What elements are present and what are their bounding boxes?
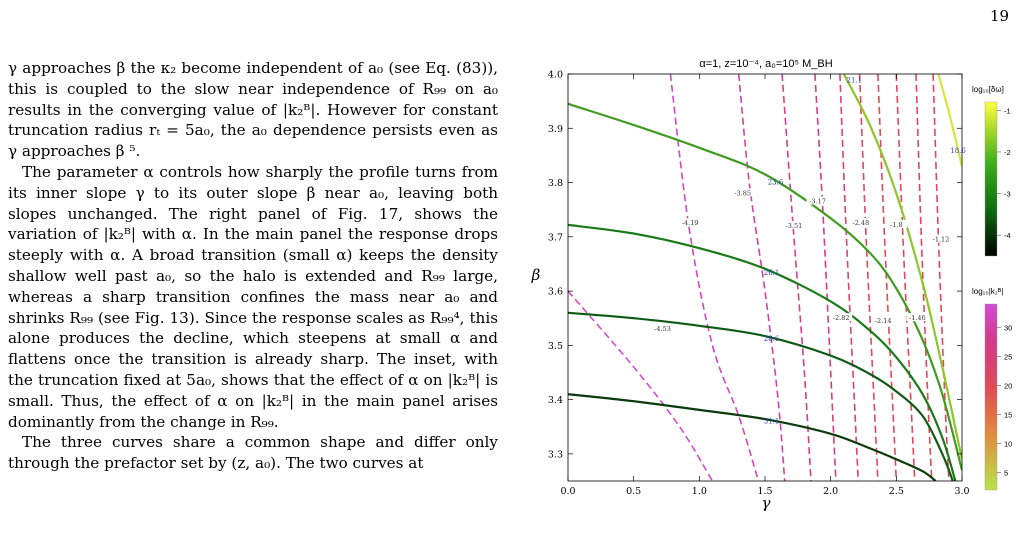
colorbar-tick-label: 25 (1004, 352, 1012, 361)
dashed-contour-label: -1.8 (890, 221, 903, 229)
solid-contour-line (568, 311, 954, 481)
dashed-contour-label: -1.46 (909, 314, 926, 322)
x-tick-label: 1.0 (692, 486, 707, 497)
y-tick-label: 3.4 (548, 395, 563, 406)
contour-label-bg (679, 218, 702, 227)
y-tick-label: 3.3 (548, 449, 563, 460)
paragraph-1: γ approaches β the κ₂ become independent… (8, 59, 498, 161)
y-axis-label: β (531, 266, 541, 284)
x-tick-label: 1.5 (757, 486, 772, 497)
dashed-contour-label: -1.12 (933, 236, 950, 244)
body-text-column: γ approaches β the κ₂ become independent… (8, 58, 498, 474)
colorbar-tick-label: 10 (1004, 440, 1012, 449)
dashed-contour-label: -2.82 (833, 314, 850, 322)
solid-contour-label: 28.6 (764, 335, 780, 343)
dashed-contour-line (932, 74, 950, 481)
dashed-contour-line (814, 74, 837, 481)
colorbar-tick-label: 15 (1004, 410, 1012, 419)
x-tick-label: 0.5 (626, 486, 641, 497)
dashed-contour-line (915, 74, 933, 481)
dashed-contour-label: -3.51 (786, 222, 803, 230)
dashed-contour-label: -4.19 (682, 219, 699, 227)
colorbar-tick-label: 20 (1004, 381, 1012, 390)
contour-label-bg (651, 324, 674, 333)
colorbar-1-title: log₁₀[δω] (972, 85, 1004, 94)
dashed-contour-label: -4.53 (654, 325, 671, 333)
y-tick-label: 4.0 (548, 70, 563, 81)
dashed-contour-label: -3.85 (734, 189, 751, 197)
contour-label-bg (830, 313, 853, 322)
colorbar-2-bar (984, 303, 998, 491)
solid-contour-label: 31.1 (764, 418, 780, 426)
solid-contour-line (842, 74, 962, 460)
solid-contour-label: 23.6 (768, 178, 784, 186)
solid-contour-label: 18.6 (950, 147, 966, 155)
dashed-contour-line (839, 74, 859, 481)
y-tick-label: 3.6 (548, 287, 563, 298)
contour-label-bg (872, 315, 895, 324)
dashed-contour-line (877, 74, 898, 481)
solid-contour-label: 21.1 (847, 76, 863, 84)
dashed-contour-label: -2.14 (875, 317, 892, 325)
colorbar-delta-omega: log₁₀[δω] -1 -2 -3 -4 (972, 85, 1011, 257)
x-tick-label: 3.0 (954, 486, 969, 497)
colorbar-1-bar (984, 101, 998, 257)
contour-label-bg (906, 313, 929, 322)
solid-contour-line (937, 74, 962, 167)
paragraph-2: The parameter α controls how sharply the… (8, 162, 498, 431)
solid-contour-line (568, 393, 937, 481)
colorbar-tick-label: 5 (1004, 469, 1008, 478)
colorbar-tick-label: -2 (1004, 148, 1011, 157)
contour-label-bg (849, 218, 872, 227)
x-tick-label: 0.0 (560, 486, 575, 497)
y-tick-label: 3.9 (548, 124, 563, 135)
colorbar-tick-label: -4 (1004, 231, 1011, 240)
contour-label-bg (806, 196, 829, 205)
contour-plot-svg: α=1, z=10⁻⁴, a₀=10⁵ M_BH 31.1 28.6 26.1 23.… (531, 58, 1013, 512)
dashed-contour-label: -3.17 (809, 198, 826, 206)
solid-contour-label: 26.1 (764, 269, 780, 277)
dashed-contour-line (737, 74, 786, 481)
colorbar-tick-label: 30 (1004, 323, 1012, 332)
y-tick-label: 3.8 (548, 178, 563, 189)
contour-label-bg (929, 234, 952, 243)
colorbar-k2b: log₁₀|k₂ᴮ| 30 25 20 15 10 5 (972, 287, 1012, 491)
y-tick-label: 3.7 (548, 232, 563, 243)
y-tick-label: 3.5 (548, 341, 563, 352)
solid-contour-line (568, 223, 957, 481)
colorbar-tick-label: -1 (1004, 106, 1011, 115)
dashed-contour-line (895, 74, 916, 481)
contour-label-bg (782, 220, 805, 229)
page-number: 19 (990, 7, 1010, 25)
contour-label-bg (731, 188, 754, 197)
dashed-contour-line (568, 290, 714, 481)
contour-label-bg (885, 219, 908, 228)
colorbar-tick-label: -3 (1004, 190, 1011, 199)
dashed-contour-line (858, 74, 879, 481)
x-tick-label: 2.0 (823, 486, 838, 497)
x-tick-label: 2.5 (889, 486, 904, 497)
dashed-contour-line (669, 74, 760, 481)
dashed-contour-label: -2.48 (853, 219, 870, 227)
paragraph-3: The three curves share a common shape an… (8, 433, 498, 473)
chart-title: α=1, z=10⁻⁴, a₀=10⁵ M_BH (699, 58, 832, 70)
x-axis-label: γ (762, 494, 771, 512)
contour-figure: α=1, z=10⁻⁴, a₀=10⁵ M_BH 31.1 28.6 26.1 23.… (500, 48, 1029, 518)
colorbar-2-title: log₁₀|k₂ᴮ| (972, 287, 1003, 296)
dashed-contour-line (781, 74, 812, 481)
solid-contour-line (568, 102, 962, 471)
